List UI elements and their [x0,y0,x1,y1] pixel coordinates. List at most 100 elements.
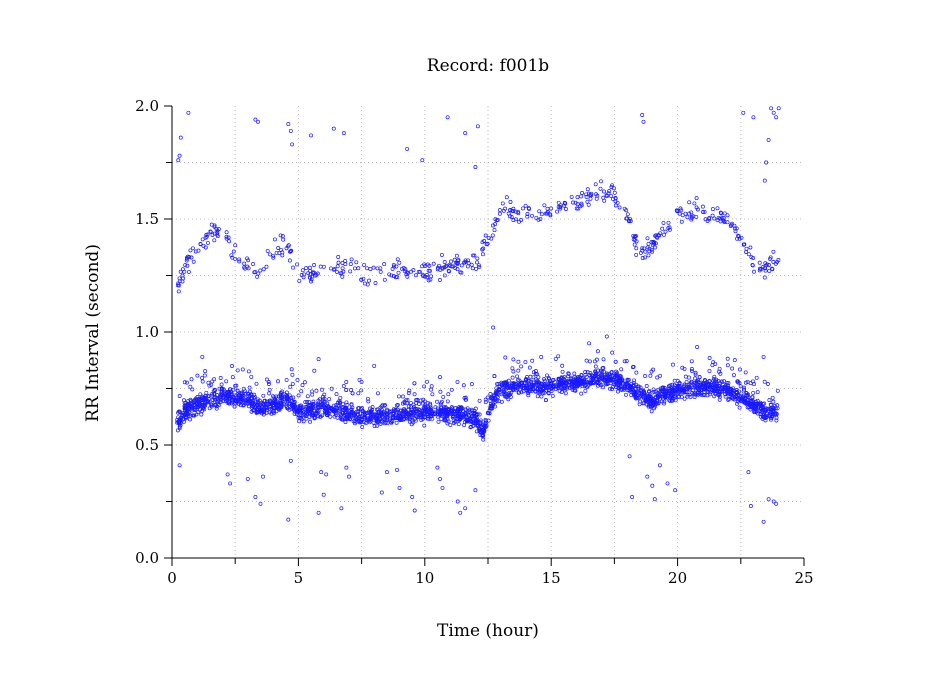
data-point [736,380,741,385]
data-point [264,399,269,404]
data-point [273,398,278,403]
data-point [774,501,779,506]
data-point [730,221,735,226]
data-point [504,385,509,390]
data-point [189,377,194,382]
data-point [341,384,346,389]
data-point [673,389,678,394]
data-point [705,218,710,223]
data-point [308,269,313,273]
data-point [433,410,438,415]
data-point [470,414,475,419]
data-point [203,245,208,250]
data-point [193,396,198,401]
data-point [316,410,321,415]
data-point [411,268,416,273]
data-point [302,380,307,385]
data-point [224,236,229,241]
data-point [524,377,529,382]
data-point [588,380,593,385]
data-point [344,387,349,392]
data-point [556,354,561,359]
data-point [397,260,402,265]
data-point [336,255,341,259]
data-point [548,213,553,218]
data-point [246,258,251,263]
data-point [320,402,325,407]
data-point [660,226,665,231]
data-point [430,392,435,397]
data-point [458,510,463,515]
data-point [338,411,343,416]
data-point [394,403,399,408]
data-point [253,117,258,122]
data-point [739,391,744,396]
data-point [579,201,584,206]
data-point [342,412,347,417]
data-point [594,192,598,197]
data-point [459,406,464,410]
data-point [183,410,188,415]
data-point [296,413,301,418]
data-point [610,183,615,188]
data-point [475,260,479,265]
data-point [233,393,238,398]
data-point [318,264,323,269]
data-point [576,206,581,211]
data-point [362,281,367,286]
data-point [291,265,295,270]
data-point [553,356,558,361]
data-point [322,406,327,411]
data-point [602,189,606,194]
data-point [707,368,712,373]
data-point [763,418,768,423]
data-point [214,406,219,411]
data-point [312,416,317,421]
data-point [634,233,638,238]
data-point [253,404,258,409]
data-point [579,391,584,396]
data-point [269,401,274,406]
data-point [775,406,780,411]
data-point [176,289,181,294]
data-point [305,410,310,415]
data-point [340,417,345,422]
data-point [412,381,417,386]
data-point [476,263,481,268]
data-point [239,399,243,404]
data-point [530,382,535,387]
data-point [511,369,516,374]
data-point [293,409,298,414]
data-point [305,400,310,404]
data-point [246,391,251,396]
data-point [354,409,359,414]
data-point [610,385,615,390]
data-point [677,381,682,386]
data-point [183,263,188,268]
data-point [545,206,550,211]
data-point [408,400,413,405]
data-point [271,411,276,416]
data-point [442,260,447,264]
data-point [483,418,488,422]
data-point [420,264,424,269]
data-point [429,387,433,392]
data-point [287,393,292,398]
data-point [256,119,260,124]
data-point [510,375,515,380]
data-point [438,476,442,481]
data-point [758,412,763,416]
data-point [598,186,603,191]
data-point [314,410,319,415]
data-point [210,379,215,384]
data-point [599,179,603,184]
data-point [495,392,500,397]
data-point [441,394,446,399]
data-point [312,263,317,267]
data-point [177,276,182,281]
data-point [601,357,606,362]
data-point [621,386,626,391]
data-point [449,259,453,264]
data-point [462,423,467,428]
data-point [650,483,655,488]
